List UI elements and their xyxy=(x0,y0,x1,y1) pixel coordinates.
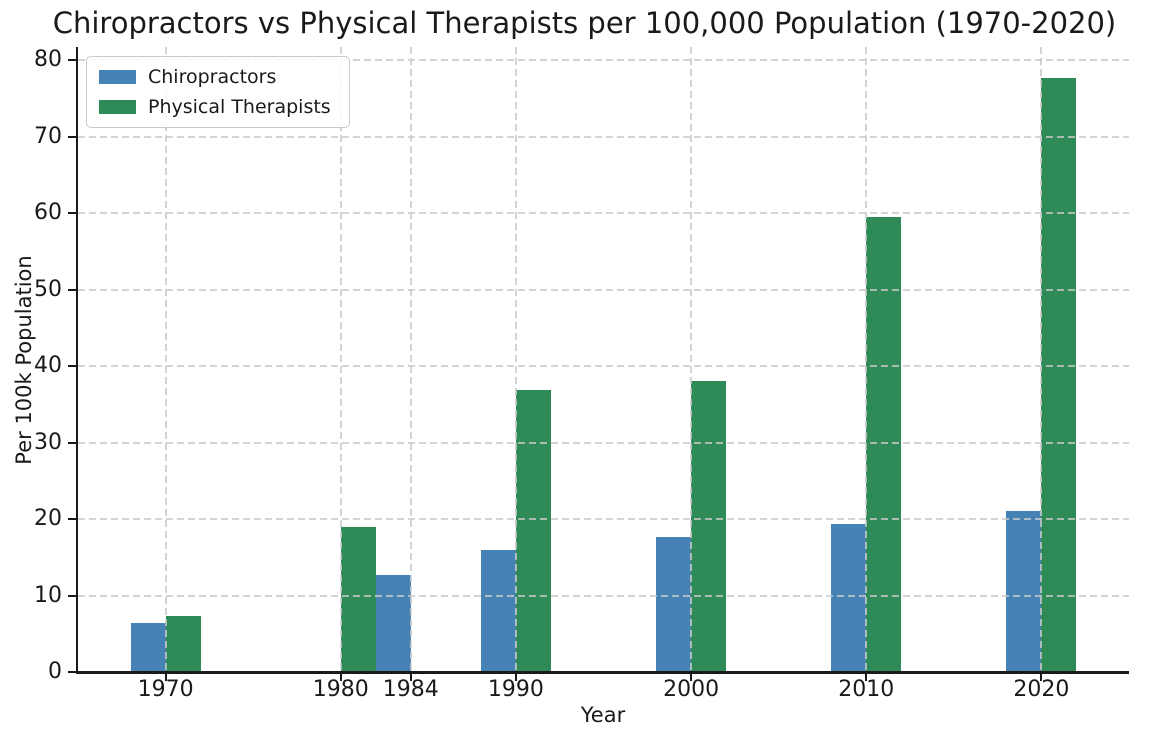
y-gridline-70 xyxy=(78,135,1129,138)
bar-chiropractors-2020 xyxy=(1006,510,1042,672)
x-gridline-1984 xyxy=(409,47,412,672)
x-axis-label: Year xyxy=(580,703,626,727)
y-tick-mark-40 xyxy=(68,365,76,367)
y-tick-label-40: 40 xyxy=(34,353,62,378)
y-gridline-20 xyxy=(78,518,1129,520)
bar-physical-therapists-2020 xyxy=(1041,78,1077,672)
y-tick-mark-0 xyxy=(68,671,76,673)
x-tick-mark-2000 xyxy=(690,674,693,681)
y-tick-label-20: 20 xyxy=(34,506,62,531)
bar-physical-therapists-2000 xyxy=(691,381,727,672)
bar-physical-therapists-1970 xyxy=(165,616,201,672)
legend-label-chiropractors: Chiropractors xyxy=(148,66,277,88)
bar-chiropractors-2000 xyxy=(656,536,691,672)
bar-chiropractors-2010 xyxy=(831,523,867,672)
y-tick-label-50: 50 xyxy=(34,276,62,302)
y-tick-mark-60 xyxy=(68,212,76,214)
y-tick-label-10: 10 xyxy=(34,582,62,608)
x-tick-mark-1980 xyxy=(339,674,342,681)
x-gridline-1990 xyxy=(514,47,517,672)
y-tick-label-60: 60 xyxy=(34,200,62,225)
x-tick-mark-2010 xyxy=(865,674,868,681)
chart-title: Chiropractors vs Physical Therapists per… xyxy=(52,6,1117,40)
x-tick-label-1984: 1984 xyxy=(382,677,439,702)
x-gridline-1970 xyxy=(164,47,167,672)
x-gridline-2000 xyxy=(690,47,693,672)
y-tick-mark-70 xyxy=(68,135,76,138)
x-tick-mark-1984 xyxy=(409,674,412,681)
y-axis-spine xyxy=(76,47,78,674)
y-tick-mark-10 xyxy=(68,594,76,597)
y-tick-mark-30 xyxy=(68,441,76,444)
bar-chiropractors-1990 xyxy=(480,549,516,672)
y-tick-label-30: 30 xyxy=(34,429,62,455)
x-axis-spine xyxy=(76,671,1129,674)
bar-physical-therapists-1990 xyxy=(515,389,551,672)
y-gridline-60 xyxy=(78,212,1129,214)
y-tick-label-80: 80 xyxy=(34,47,62,72)
y-gridline-40 xyxy=(78,365,1129,367)
bar-physical-therapists-1980 xyxy=(340,527,376,672)
legend-item-chiropractors: Chiropractors xyxy=(99,66,331,88)
y-tick-mark-80 xyxy=(68,59,76,61)
x-tick-label-2010: 2010 xyxy=(838,677,895,702)
y-tick-label-70: 70 xyxy=(34,123,62,149)
y-tick-mark-50 xyxy=(68,288,76,291)
x-tick-mark-1970 xyxy=(164,674,167,681)
x-gridline-2020 xyxy=(1040,47,1043,672)
x-gridline-2010 xyxy=(865,47,868,672)
x-tick-label-1990: 1990 xyxy=(487,677,544,702)
y-tick-mark-20 xyxy=(68,518,76,520)
y-gridline-50 xyxy=(78,288,1129,291)
bar-chiropractors-1984 xyxy=(375,574,411,672)
x-tick-label-2000: 2000 xyxy=(663,677,720,702)
y-tick-label-0: 0 xyxy=(48,659,62,684)
bar-chiropractors-1970 xyxy=(130,623,166,672)
x-tick-mark-2020 xyxy=(1040,674,1043,681)
y-gridline-30 xyxy=(78,441,1129,444)
x-tick-label-1970: 1970 xyxy=(137,677,194,702)
legend-item-physical-therapists: Physical Therapists xyxy=(99,96,331,118)
legend: Chiropractors Physical Therapists xyxy=(86,56,350,128)
y-gridline-10 xyxy=(78,594,1129,597)
x-gridline-1980 xyxy=(339,47,342,672)
legend-swatch-physical-therapists xyxy=(99,100,136,114)
x-tick-label-2020: 2020 xyxy=(1013,677,1070,702)
x-tick-label-1980: 1980 xyxy=(312,677,369,702)
legend-swatch-chiropractors xyxy=(99,70,136,84)
x-tick-mark-1990 xyxy=(514,674,517,681)
y-gridline-80 xyxy=(78,59,1129,61)
bar-physical-therapists-2010 xyxy=(866,216,902,672)
legend-label-physical-therapists: Physical Therapists xyxy=(148,96,331,118)
